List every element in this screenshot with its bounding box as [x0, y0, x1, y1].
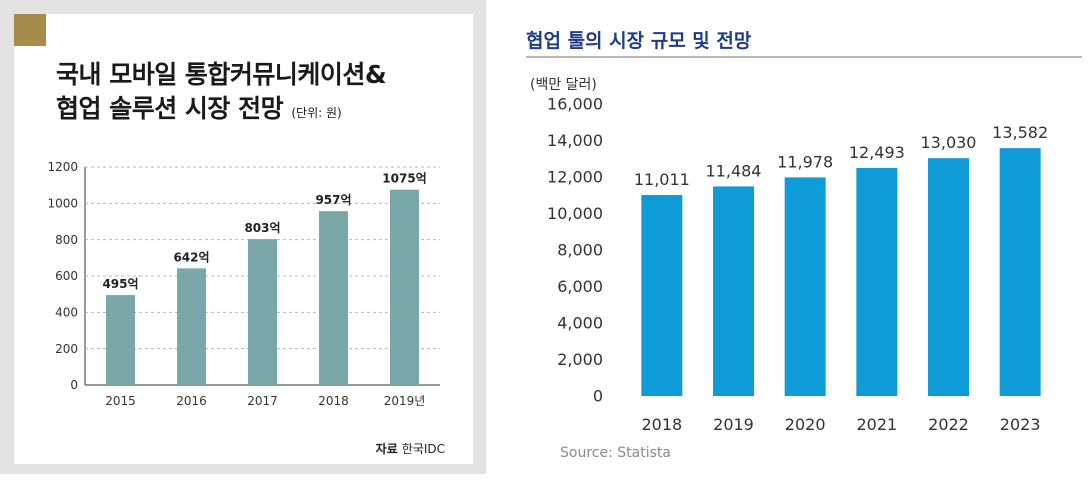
right-chart-bar	[928, 158, 969, 396]
left-chart-x-tick-label: 2018	[318, 394, 349, 408]
left-source-text: 한국IDC	[401, 442, 445, 456]
left-chart-y-tick-label: 200	[55, 342, 78, 356]
left-chart-y-tick-label: 600	[55, 269, 78, 283]
right-chart-x-tick-label: 2019	[713, 415, 754, 434]
right-chart-x-tick-label: 2021	[856, 415, 897, 434]
left-chart-x-tick-label: 2016	[176, 394, 207, 408]
right-chart-data-label: 11,484	[706, 161, 762, 180]
right-chart-y-tick-label: 6,000	[557, 277, 603, 296]
right-chart-data-label: 11,011	[634, 170, 690, 189]
right-chart-y-tick-label: 0	[593, 387, 603, 406]
left-chart-bar	[319, 211, 348, 385]
title-divider	[526, 56, 1082, 58]
right-chart-bar	[784, 177, 826, 396]
left-title-line1: 국내 모바일 통합커뮤니케이션&	[56, 60, 387, 89]
left-chart-y-tick-label: 0	[70, 378, 78, 392]
left-chart-y-tick-label: 800	[55, 233, 78, 247]
left-chart-bar	[248, 239, 277, 385]
left-source-label: 자료	[375, 442, 398, 456]
left-chart-data-label: 957억	[315, 193, 351, 207]
right-chart-y-tick-label: 4,000	[557, 314, 603, 333]
right-chart-data-label: 13,030	[921, 133, 977, 152]
left-chart-y-tick-label: 1200	[47, 160, 78, 174]
right-chart-x-tick-label: 2022	[928, 415, 969, 434]
left-chart-y-tick-label: 400	[55, 306, 78, 320]
right-chart-data-label: 13,582	[992, 123, 1048, 142]
right-chart-y-tick-label: 12,000	[547, 168, 603, 187]
right-chart-y-tick-label: 8,000	[557, 241, 603, 260]
left-chart-data-label: 1075억	[382, 172, 426, 186]
left-source: 자료 한국IDC	[376, 440, 445, 457]
left-chart-data-label: 642억	[173, 250, 209, 264]
left-title-line2: 협업 솔루션 시장 전망	[56, 94, 284, 123]
right-chart-title: 협업 툴의 시장 규모 및 전망	[526, 30, 752, 52]
right-chart-y-tick-label: 10,000	[547, 204, 603, 223]
right-chart-bar	[713, 186, 754, 396]
right-chart-x-tick-label: 2020	[785, 415, 826, 434]
right-chart-data-label: 11,978	[777, 152, 833, 171]
left-chart-data-label: 495억	[102, 277, 138, 291]
right-chart-bar	[641, 195, 683, 396]
left-chart-bar	[390, 189, 419, 385]
left-chart-data-label: 803억	[244, 221, 280, 235]
left-chart-bar	[106, 295, 135, 385]
left-chart-x-tick-label: 2017	[247, 394, 278, 408]
right-source: Source: Statista	[560, 445, 671, 461]
right-chart-data-label: 12,493	[849, 143, 905, 162]
corner-accent	[14, 14, 46, 46]
left-unit-label: (단위: 원)	[291, 106, 342, 120]
left-chart-title: 국내 모바일 통합커뮤니케이션& 협업 솔루션 시장 전망 (단위: 원)	[56, 58, 387, 130]
right-chart-y-tick-label: 16,000	[547, 95, 603, 114]
right-chart-y-tick-label: 14,000	[547, 131, 603, 150]
right-chart-bar	[856, 168, 898, 396]
right-chart-x-tick-label: 2023	[1000, 415, 1041, 434]
right-chart-bar	[999, 148, 1041, 396]
right-unit-label: (백만 달러)	[530, 77, 597, 93]
left-chart-y-tick-label: 1000	[47, 197, 78, 211]
left-chart-x-tick-label: 2015	[105, 394, 136, 408]
right-chart-y-tick-label: 2,000	[557, 350, 603, 369]
right-chart-x-tick-label: 2018	[641, 415, 682, 434]
left-chart-x-tick-label: 2019년	[384, 394, 426, 408]
left-chart-bar	[177, 268, 206, 385]
